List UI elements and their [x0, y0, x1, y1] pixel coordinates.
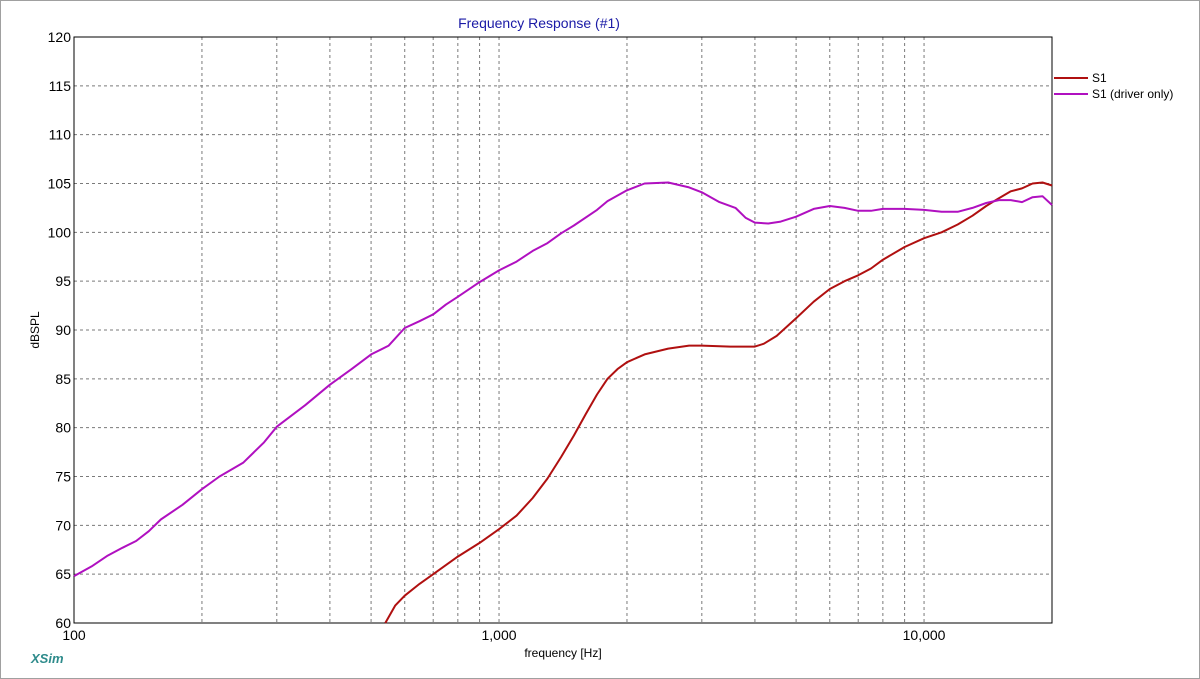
y-tick-label: 95	[55, 273, 71, 289]
legend-label-1: S1	[1092, 71, 1107, 85]
x-tick-label: 1,000	[482, 627, 517, 643]
plot-area	[73, 36, 1053, 624]
y-tick-label: 90	[55, 322, 71, 338]
series-line-1	[384, 181, 1053, 624]
y-axis-label: dBSPL	[28, 311, 42, 349]
xsim-brand-logo: XSim	[30, 651, 64, 666]
y-tick-label: 85	[55, 371, 71, 387]
y-tick-label: 65	[55, 566, 71, 582]
y-tick-label: 75	[55, 469, 71, 485]
legend: S1 S1 (driver only)	[1054, 71, 1173, 101]
y-tick-label: 115	[49, 78, 72, 94]
legend-label-2: S1 (driver only)	[1092, 87, 1173, 101]
x-tick-label: 100	[62, 627, 86, 643]
grid	[74, 37, 1052, 623]
x-axis-ticks: 100 1,000 10,000	[62, 627, 945, 643]
y-tick-label: 120	[48, 29, 72, 45]
y-tick-label: 100	[48, 224, 72, 240]
y-tick-label: 60	[55, 615, 71, 631]
y-tick-label: 110	[49, 127, 72, 143]
y-tick-label: 105	[48, 176, 72, 192]
y-axis-ticks: 60 65 70 75 80 85 90 95 100 105 110 115 120	[48, 29, 72, 631]
series-line-2	[73, 181, 1053, 577]
series-group	[73, 181, 1053, 624]
chart-title: Frequency Response (#1)	[458, 15, 620, 31]
y-tick-label: 80	[55, 420, 71, 436]
x-tick-label: 10,000	[903, 627, 946, 643]
x-axis-label: frequency [Hz]	[524, 646, 601, 660]
y-tick-label: 70	[55, 517, 71, 533]
